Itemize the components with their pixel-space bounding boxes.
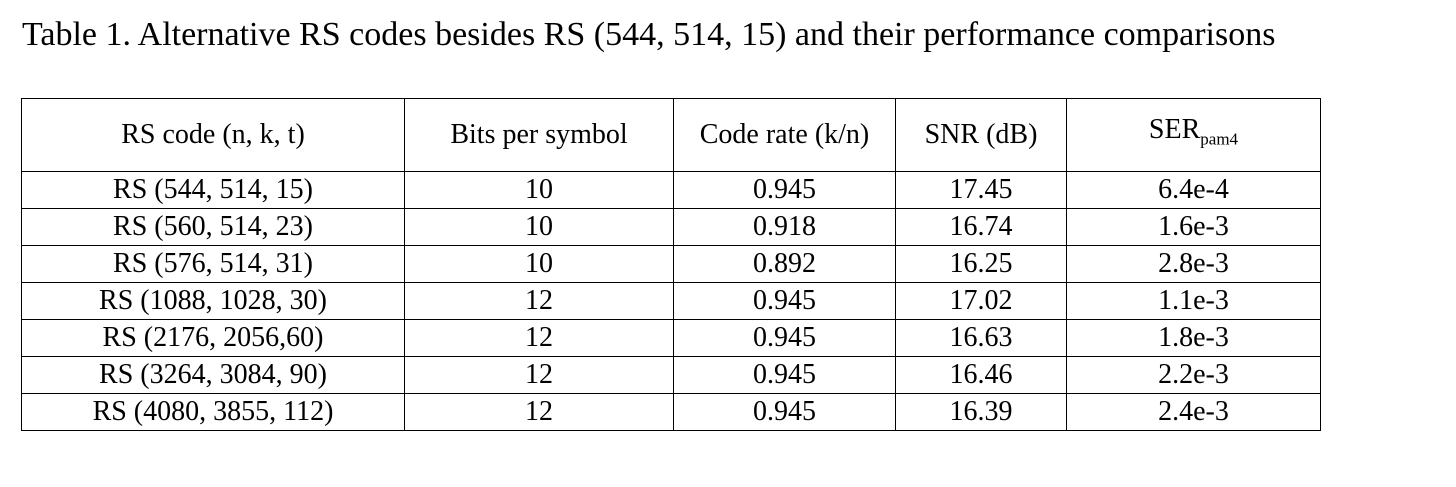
table-cell: 16.39 [895,393,1067,431]
table-row: RS (3264, 3084, 90) 12 0.945 16.46 2.2e-3 [21,356,1321,394]
table-cell: 16.63 [895,319,1067,357]
table-cell: 12 [404,356,674,394]
table-cell: 12 [404,393,674,431]
table-cell: 0.918 [673,208,896,246]
table-cell: 0.945 [673,356,896,394]
table-cell: RS (4080, 3855, 112) [21,393,405,431]
header-cell: Code rate (k/n) [673,98,896,172]
table-cell: 10 [404,208,674,246]
table-cell: 0.945 [673,282,896,320]
table-cell: RS (2176, 2056,60) [21,319,405,357]
table-body: RS (544, 514, 15) 10 0.945 17.45 6.4e-4 RS (5… [21,171,1321,431]
table-cell: 10 [404,171,674,209]
table-cell: 2.2e-3 [1066,356,1321,394]
table-row: RS (2176, 2056,60) 12 0.945 16.63 1.8e-3 [21,319,1321,357]
table-cell: 2.8e-3 [1066,245,1321,283]
table-row: RS (576, 514, 31) 10 0.892 16.25 2.8e-3 [21,245,1321,283]
header-text: SER [1148,114,1201,146]
table-cell: 16.74 [895,208,1067,246]
table-row: RS (1088, 1028, 30) 12 0.945 17.02 1.1e-3 [21,282,1321,320]
table-cell: RS (544, 514, 15) [21,171,405,209]
table-cell: 6.4e-4 [1066,171,1321,209]
table-cell: 1.8e-3 [1066,319,1321,357]
table-cell: RS (560, 514, 23) [21,208,405,246]
table-cell: 10 [404,245,674,283]
table: RS code (n, k, t) Bits per symbol Code rat… [21,98,1321,431]
table-cell: RS (1088, 1028, 30) [21,282,405,320]
table-caption: Table 1. Alternative RS codes besides RS… [22,16,1276,53]
table-cell: RS (576, 514, 31) [21,245,405,283]
table-cell: 16.25 [895,245,1067,283]
table-cell: 0.892 [673,245,896,283]
table-row: RS (4080, 3855, 112) 12 0.945 16.39 2.4e-3 [21,393,1321,431]
header-cell: SNR (dB) [895,98,1067,172]
table-cell: 0.945 [673,171,896,209]
table-row: RS (560, 514, 23) 10 0.918 16.74 1.6e-3 [21,208,1321,246]
table-cell: 1.6e-3 [1066,208,1321,246]
table-cell: 12 [404,319,674,357]
table-cell: 1.1e-3 [1066,282,1321,320]
table-cell: 17.02 [895,282,1067,320]
header-row: RS code (n, k, t) Bits per symbol Code rat… [21,98,1321,172]
table-cell: RS (3264, 3084, 90) [21,356,405,394]
table-cell: 2.4e-3 [1066,393,1321,431]
table-cell: 16.46 [895,356,1067,394]
table-row: RS (544, 514, 15) 10 0.945 17.45 6.4e-4 [21,171,1321,209]
header-cell: RS code (n, k, t) [21,98,405,172]
header-cell: SERpam4 [1066,98,1321,172]
table-cell: 17.45 [895,171,1067,209]
table-cell: 0.945 [673,319,896,357]
header-cell: Bits per symbol [404,98,674,172]
header-subscript: pam4 [1200,129,1239,149]
table-cell: 0.945 [673,393,896,431]
table-cell: 12 [404,282,674,320]
